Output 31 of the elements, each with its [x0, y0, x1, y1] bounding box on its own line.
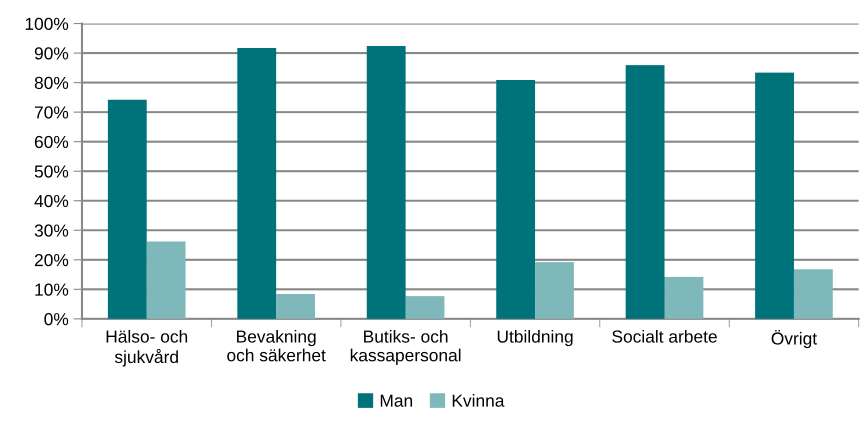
bar: [794, 269, 833, 319]
y-tick-label: 70%: [34, 106, 68, 119]
x-tick-label: Utbildning: [498, 330, 573, 346]
y-tick-label: 100%: [26, 18, 68, 30]
bar: [406, 296, 444, 319]
y-tick-label: 50%: [34, 165, 68, 178]
y-tick-label: 20%: [34, 254, 68, 266]
y-tick-label: 30%: [34, 224, 68, 237]
y-tick-label: 40%: [34, 194, 68, 208]
x-tick-label: Butiks- och kassapersonal: [350, 330, 460, 365]
bar: [237, 48, 276, 319]
bar: [626, 65, 665, 319]
bar: [146, 241, 186, 319]
x-tick-label: Hälso- och sjukvård: [106, 330, 188, 367]
bar: [276, 294, 315, 319]
x-tick-label: Bevakning och säkerhet: [227, 330, 326, 362]
y-tick-label: 0%: [44, 313, 68, 326]
x-tick-label: Socialt arbete: [612, 330, 717, 343]
y-tick-label: 60%: [34, 136, 68, 148]
y-tick-label: 90%: [34, 47, 68, 60]
bar: [664, 276, 704, 319]
y-tick-label: 80%: [34, 76, 68, 90]
legend-label: Kvinna: [452, 394, 504, 407]
bar: [108, 100, 147, 319]
bar: [535, 262, 574, 319]
bar: [755, 72, 794, 319]
bar: [496, 80, 536, 319]
y-tick-label: 10%: [35, 283, 68, 296]
bar: [366, 46, 406, 319]
x-tick-label: Övrigt: [772, 330, 817, 348]
legend-label: Man: [380, 394, 412, 407]
